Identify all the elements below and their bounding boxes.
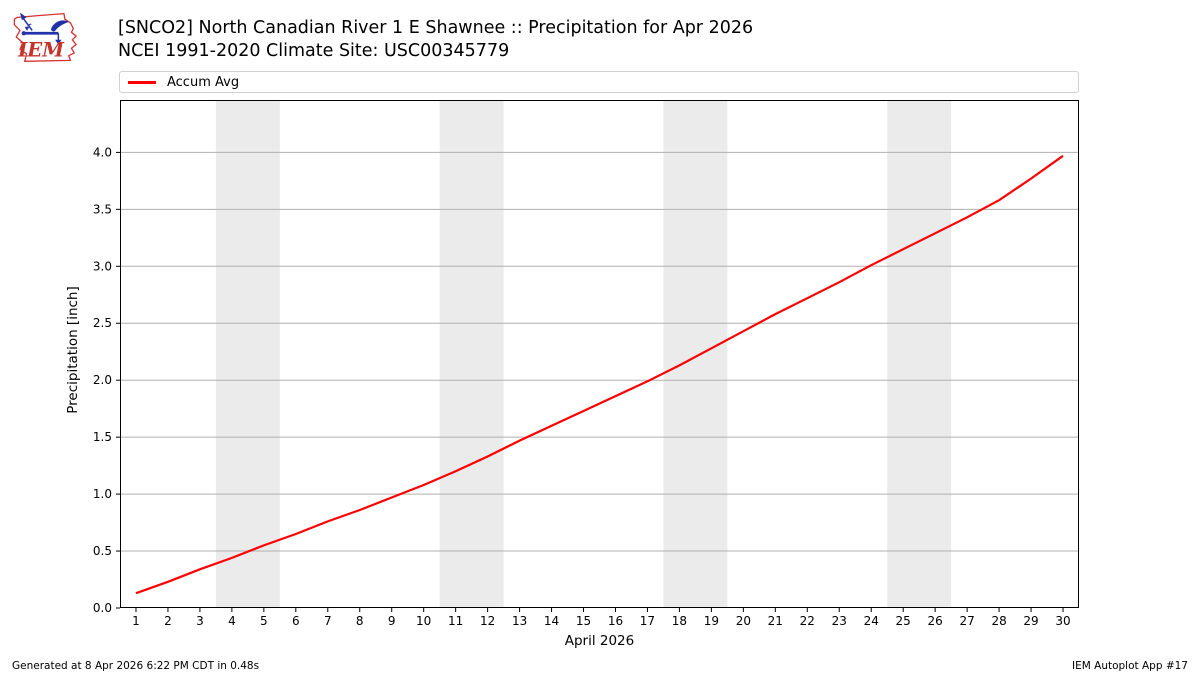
x-tick-label: 18 bbox=[672, 614, 687, 628]
y-tick-label: 2.0 bbox=[93, 373, 112, 387]
weather-vane-icon bbox=[20, 12, 69, 45]
x-tick-label: 23 bbox=[832, 614, 847, 628]
axes-spines bbox=[120, 100, 1079, 608]
y-tick-label: 0.0 bbox=[93, 601, 112, 615]
x-tick-label: 29 bbox=[1023, 614, 1038, 628]
y-tick-label: 2.5 bbox=[93, 316, 112, 330]
x-tick-label: 6 bbox=[292, 614, 300, 628]
weekend-band bbox=[663, 100, 728, 608]
x-tick-label: 12 bbox=[480, 614, 495, 628]
x-tick-label: 10 bbox=[416, 614, 431, 628]
x-tick-label: 25 bbox=[896, 614, 911, 628]
x-tick-label: 3 bbox=[196, 614, 204, 628]
y-axis-label: Precipitation [inch] bbox=[65, 286, 81, 414]
x-tick-label: 14 bbox=[544, 614, 559, 628]
x-tick-label: 28 bbox=[991, 614, 1006, 628]
x-tick-label: 13 bbox=[512, 614, 527, 628]
x-tick-label: 24 bbox=[864, 614, 879, 628]
x-tick-label: 21 bbox=[768, 614, 783, 628]
y-tick-label: 3.0 bbox=[93, 259, 112, 273]
legend: Accum Avg bbox=[119, 71, 1079, 93]
y-tick-label: 3.5 bbox=[93, 202, 112, 216]
y-tick-label: 1.5 bbox=[93, 430, 112, 444]
x-axis-label: April 2026 bbox=[564, 633, 635, 649]
iem-logo-text: IEM bbox=[17, 39, 65, 62]
x-tick-label: 15 bbox=[576, 614, 591, 628]
series-line-accum-avg bbox=[135, 154, 1064, 595]
x-tick-label: 4 bbox=[228, 614, 236, 628]
x-tick-label: 27 bbox=[959, 614, 974, 628]
plot-area: 1 2 3 4 5 6 7 8 9 10 11 12 13 14 15 16 17 18 19 20 21 22 23 24 2… bbox=[93, 100, 1079, 628]
y-tick-label: 1.0 bbox=[93, 487, 112, 501]
x-tick-label: 30 bbox=[1055, 614, 1070, 628]
footer-generated-text: Generated at 8 Apr 2026 6:22 PM CDT in 0… bbox=[12, 660, 260, 672]
weekend-band bbox=[215, 100, 280, 608]
x-tick-label: 7 bbox=[324, 614, 332, 628]
chart-title: [SNCO2] North Canadian River 1 E Shawnee… bbox=[118, 17, 753, 63]
x-tick-label: 17 bbox=[640, 614, 655, 628]
legend-line-swatch bbox=[128, 80, 156, 84]
y-tick-label: 4.0 bbox=[93, 145, 112, 159]
x-tick-label: 9 bbox=[388, 614, 396, 628]
x-tick-label: 20 bbox=[736, 614, 751, 628]
iem-logo: IEM bbox=[13, 12, 77, 62]
x-tick-label: 26 bbox=[928, 614, 943, 628]
x-tick-label: 5 bbox=[260, 614, 268, 628]
x-tick-label: 19 bbox=[704, 614, 719, 628]
y-tick-label: 0.5 bbox=[93, 544, 112, 558]
x-tick-label: 22 bbox=[800, 614, 815, 628]
legend-label: Accum Avg bbox=[167, 74, 240, 90]
chart-title-line1: [SNCO2] North Canadian River 1 E Shawnee… bbox=[118, 18, 754, 38]
chart-title-line2: NCEI 1991-2020 Climate Site: USC00345779 bbox=[118, 41, 510, 61]
x-tick-label: 11 bbox=[448, 614, 463, 628]
x-tick-label: 2 bbox=[164, 614, 172, 628]
weekend-band bbox=[439, 100, 504, 608]
x-tick-label: 16 bbox=[608, 614, 623, 628]
footer-app-text: IEM Autoplot App #17 bbox=[1072, 660, 1188, 672]
x-tick-label: 8 bbox=[356, 614, 364, 628]
x-tick-label: 1 bbox=[132, 614, 140, 628]
weekend-band bbox=[887, 100, 952, 608]
